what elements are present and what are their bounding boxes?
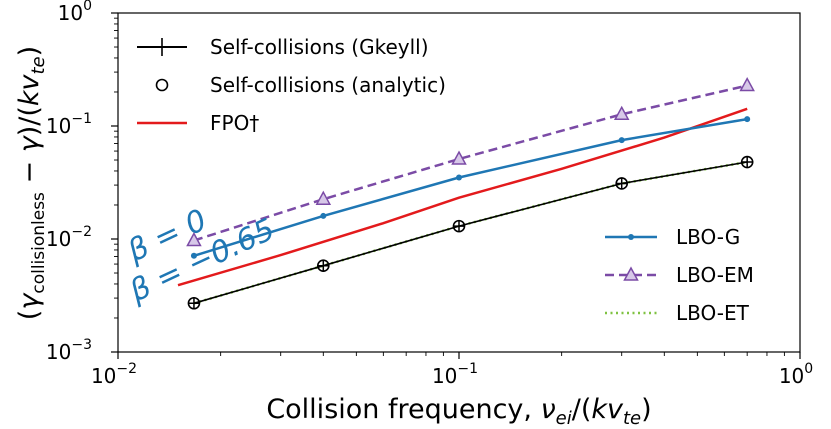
data-point-self-collisions-gkeyll: [317, 259, 330, 272]
data-point-lbo-g: [456, 174, 462, 181]
y-tick-label: 10−2: [46, 224, 92, 251]
series-line-fpo: [177, 107, 748, 287]
data-point-lbo-em: [739, 76, 755, 92]
data-point-self-collisions-gkeyll: [741, 156, 754, 169]
svg-text:LBO-ET: LBO-ET: [676, 301, 750, 325]
data-point-self-collisions-analytic: [452, 219, 466, 233]
legend-item-gkeyll: Self-collisions (Gkeyll): [137, 35, 429, 59]
y-tick-label: 10−3: [46, 337, 92, 364]
data-point-lbo-g: [618, 137, 625, 144]
x-tick-label: 10−2: [91, 361, 137, 388]
svg-text:LBO-G: LBO-G: [676, 225, 740, 249]
legend-item-fpo: FPO†: [137, 111, 259, 135]
data-point-self-collisions-analytic: [615, 177, 628, 190]
data-point-lbo-em: [186, 231, 202, 247]
data-point-self-collisions-gkeyll: [615, 177, 628, 190]
x-tick-label: 100: [779, 361, 813, 388]
y-axis-label: (γcollisionless − γ)/(kvte): [14, 46, 49, 320]
data-point-lbo-g: [190, 252, 197, 259]
svg-text:FPO†: FPO†: [210, 111, 259, 135]
data-point-lbo-em: [451, 150, 467, 165]
data-point-lbo-g: [320, 212, 327, 219]
legend-upper: Self-collisions (Gkeyll) Self-collisions…: [137, 35, 446, 135]
data-point-lbo-em: [315, 190, 332, 205]
x-axis-label: Collision frequency, νei/(kvte): [266, 394, 651, 429]
svg-text:Self-collisions (Gkeyll): Self-collisions (Gkeyll): [210, 35, 429, 59]
legend-item-lbo-et: LBO-ET: [605, 301, 750, 325]
series-line-lbo-et: [193, 160, 748, 305]
legend-item-lbo-g: LBO-G: [605, 225, 740, 249]
data-point-lbo-g: [744, 116, 751, 123]
series-line-lbo-g: [193, 117, 748, 257]
y-tick-label: 10−1: [46, 111, 92, 138]
legend-lower: LBO-G LBO-EM LBO-ET: [605, 225, 754, 325]
series-line-lbo-em: [193, 84, 748, 242]
data-point-self-collisions-gkeyll: [453, 220, 465, 233]
series-layer: [177, 76, 755, 310]
x-tick-label: 10−1: [432, 361, 478, 388]
data-point-self-collisions-analytic: [740, 155, 754, 169]
data-point-lbo-em: [613, 105, 630, 121]
legend-item-analytic: Self-collisions (analytic): [155, 73, 446, 97]
svg-text:Self-collisions (analytic): Self-collisions (analytic): [210, 73, 446, 97]
series-line-self-collisions-gkeyll: [193, 161, 748, 305]
y-tick-label: 100: [58, 0, 92, 25]
svg-text:LBO-EM: LBO-EM: [676, 263, 754, 287]
legend-item-lbo-em: LBO-EM: [605, 263, 754, 287]
data-point-self-collisions-analytic: [187, 296, 201, 310]
data-point-self-collisions-gkeyll: [187, 297, 200, 310]
data-point-self-collisions-analytic: [317, 259, 330, 273]
